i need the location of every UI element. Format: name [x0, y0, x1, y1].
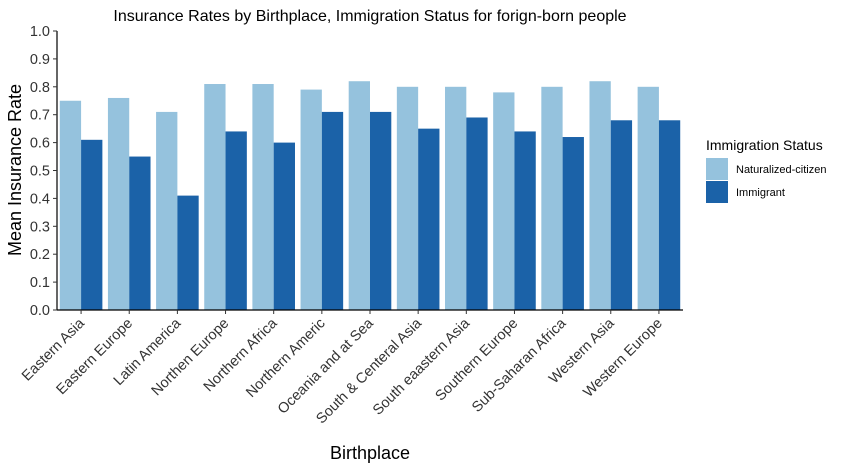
bar	[107, 97, 130, 311]
bar	[321, 111, 344, 310]
y-tick-label: 0.1	[30, 275, 50, 291]
x-tick-label: Sub-Saharan Africa	[469, 315, 570, 416]
bar	[129, 156, 151, 310]
bar	[204, 84, 226, 310]
bar	[300, 89, 322, 310]
bar	[273, 142, 295, 310]
chart-title: Insurance Rates by Birthplace, Immigrati…	[113, 8, 626, 25]
y-tick-label: 0.7	[30, 108, 50, 124]
bar	[177, 195, 199, 310]
y-tick-label: 0.2	[30, 247, 50, 263]
y-axis: 0.0 0.1 0.2 0.3 0.4 0.5 0.6 0.7 0.8 0.9 1.0	[30, 24, 57, 319]
y-tick-label: 0.4	[30, 191, 50, 207]
bar	[610, 120, 633, 310]
y-tick-label: 0.9	[30, 52, 50, 68]
bar	[252, 84, 274, 310]
bar	[445, 86, 467, 310]
bar	[541, 86, 563, 310]
x-axis-title: Birthplace	[330, 443, 410, 463]
x-tick-label: Southern Europe	[432, 316, 521, 405]
bar	[348, 81, 370, 310]
bar	[493, 92, 515, 310]
bar	[418, 128, 440, 310]
y-tick-label: 1.0	[30, 24, 50, 40]
bar	[156, 111, 178, 310]
legend-label: Naturalized-citizen	[736, 164, 826, 176]
legend: Immigration Status Naturalized-citizen Im…	[706, 137, 826, 203]
plot-area	[59, 81, 681, 311]
bar	[562, 137, 584, 310]
y-tick-label: 0.5	[30, 164, 50, 180]
y-tick-label: 0.3	[30, 219, 50, 235]
bar	[466, 117, 488, 311]
legend-title: Immigration Status	[706, 137, 823, 153]
bar	[514, 131, 536, 310]
bar	[59, 100, 82, 310]
bar	[589, 81, 611, 310]
bar	[81, 139, 103, 310]
bar	[396, 86, 419, 310]
y-axis-title: Mean Insurance Rate	[5, 84, 25, 256]
legend-label: Immigrant	[736, 187, 785, 199]
y-tick-label: 0.8	[30, 80, 50, 96]
y-tick-label: 0.0	[30, 303, 50, 319]
bar	[370, 111, 392, 310]
y-tick-label: 0.6	[30, 136, 50, 152]
bar	[637, 86, 659, 310]
legend-swatch	[706, 181, 728, 203]
bar	[658, 120, 681, 310]
legend-swatch	[706, 158, 728, 180]
bar	[225, 131, 247, 310]
